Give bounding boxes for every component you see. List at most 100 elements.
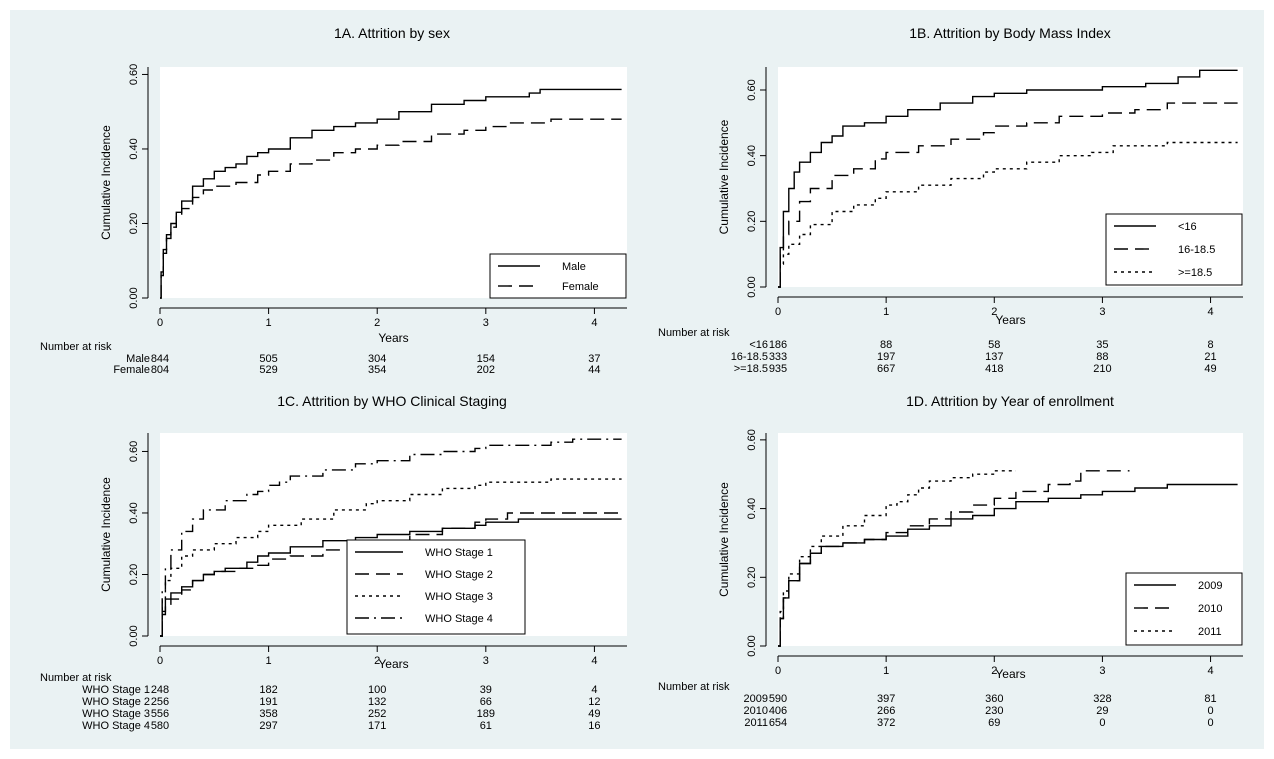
- chart-title: 1B. Attrition by Body Mass Index: [909, 25, 1111, 41]
- risk-count: 12: [588, 696, 600, 708]
- risk-count: 328: [1093, 693, 1111, 705]
- x-tick-label: 4: [1207, 665, 1213, 677]
- risk-count: 0: [1099, 717, 1105, 729]
- risk-count: 171: [368, 720, 386, 732]
- y-tick-label: 0.40: [128, 502, 140, 523]
- risk-count: 189: [477, 708, 495, 720]
- legend-label: WHO Stage 1: [425, 547, 493, 559]
- chart-title: 1D. Attrition by Year of enrollment: [906, 393, 1114, 409]
- risk-count: 667: [877, 363, 895, 375]
- legend-label: Male: [562, 261, 586, 273]
- legend: Male Female: [489, 253, 627, 299]
- risk-table-header: Number at risk: [40, 672, 112, 684]
- risk-count: 358: [259, 708, 277, 720]
- y-tick-label: 0.40: [746, 498, 758, 519]
- x-axis-label: Years: [995, 667, 1025, 681]
- series-line-who-stage-2: [160, 512, 622, 637]
- x-tick-label: 4: [591, 655, 597, 667]
- legend-box: [489, 253, 627, 299]
- risk-count: 256: [151, 696, 169, 708]
- risk-row-label: WHO Stage 2: [82, 696, 150, 708]
- risk-count: 556: [151, 708, 169, 720]
- risk-row-label: WHO Stage 1: [82, 684, 150, 696]
- risk-count: 844: [151, 353, 169, 365]
- risk-count: 360: [985, 693, 1003, 705]
- risk-count: 230: [985, 705, 1003, 717]
- series-line-16-18-5: [778, 102, 1238, 288]
- risk-row-label: WHO Stage 4: [82, 720, 150, 732]
- risk-count: 182: [259, 684, 277, 696]
- chart-title: 1C. Attrition by WHO Clinical Staging: [277, 393, 507, 409]
- risk-count: 81: [1204, 693, 1216, 705]
- risk-row-label: 2009: [744, 693, 768, 705]
- series-line--16: [778, 69, 1238, 288]
- risk-count: 35: [1096, 339, 1108, 351]
- risk-count: 654: [769, 717, 787, 729]
- risk-count: 372: [877, 717, 895, 729]
- risk-count: 39: [480, 684, 492, 696]
- legend: WHO Stage 1 WHO Stage 2 WHO Stage 3 WHO Sta…: [346, 539, 526, 635]
- risk-count: 248: [151, 684, 169, 696]
- risk-count: 21: [1204, 351, 1216, 363]
- risk-count: 935: [769, 363, 787, 375]
- x-axis-label: Years: [378, 657, 408, 671]
- risk-count: 333: [769, 351, 787, 363]
- y-tick-label: 0.00: [128, 625, 140, 646]
- risk-row-label: >=18.5: [734, 363, 768, 375]
- risk-count: 8: [1207, 339, 1213, 351]
- risk-count: 252: [368, 708, 386, 720]
- legend-label: Female: [562, 281, 599, 293]
- risk-count: 16: [588, 720, 600, 732]
- x-tick-label: 1: [266, 317, 272, 329]
- risk-count: 88: [880, 339, 892, 351]
- risk-row-label: 2010: [744, 705, 768, 717]
- y-tick-label: 0.20: [746, 211, 758, 232]
- x-tick-label: 4: [1207, 306, 1213, 318]
- y-tick-label: 0.40: [746, 145, 758, 166]
- chart-title: 1A. Attrition by sex: [334, 25, 450, 41]
- x-tick-label: 2: [991, 665, 997, 677]
- risk-count: 304: [368, 353, 386, 365]
- risk-count: 132: [368, 696, 386, 708]
- risk-count: 44: [588, 364, 600, 376]
- risk-count: 197: [877, 351, 895, 363]
- series-line-who-stage-3: [160, 478, 622, 637]
- x-tick-label: 1: [266, 655, 272, 667]
- series-line-who-stage-1: [160, 518, 622, 637]
- series-line--18-5: [778, 141, 1238, 288]
- risk-table-header: Number at risk: [40, 341, 112, 353]
- series-line-female: [160, 118, 622, 299]
- x-axis-label: Years: [995, 313, 1025, 327]
- chart-panel-3: 1C. Attrition by WHO Clinical Staging 0.0…: [40, 393, 627, 732]
- risk-count: 529: [259, 364, 277, 376]
- risk-count: 0: [1207, 705, 1213, 717]
- risk-count: 4: [591, 684, 597, 696]
- y-tick-label: 0.60: [746, 79, 758, 100]
- y-tick-label: 0.20: [746, 567, 758, 588]
- y-tick-label: 0.60: [128, 64, 140, 85]
- chart-panel-4: 1D. Attrition by Year of enrollment 0.00 0…: [658, 393, 1243, 729]
- x-tick-label: 0: [775, 665, 781, 677]
- risk-table-header: Number at risk: [658, 327, 730, 339]
- risk-count: 210: [1093, 363, 1111, 375]
- risk-row-label: <16: [749, 339, 768, 351]
- y-tick-label: 0.00: [746, 635, 758, 656]
- x-tick-label: 3: [483, 317, 489, 329]
- legend: 2009 2010 2011: [1125, 572, 1243, 646]
- y-tick-label: 0.20: [128, 213, 140, 234]
- y-tick-label: 0.00: [746, 276, 758, 297]
- chart-panel-2: 1B. Attrition by Body Mass Index 0.00 0.20…: [658, 25, 1243, 375]
- risk-count: 37: [588, 353, 600, 365]
- risk-count: 202: [477, 364, 495, 376]
- x-tick-label: 0: [157, 317, 163, 329]
- legend-label: WHO Stage 2: [425, 569, 493, 581]
- x-axis-label: Years: [378, 331, 408, 345]
- risk-table-header: Number at risk: [658, 681, 730, 693]
- risk-count: 69: [988, 717, 1000, 729]
- x-tick-label: 0: [775, 306, 781, 318]
- figure-background: 1A. Attrition by sex 0.00 0.20 0.40 0.60 Cumu…: [10, 10, 1264, 749]
- risk-count: 266: [877, 705, 895, 717]
- legend-label: WHO Stage 4: [425, 613, 493, 625]
- series-line-2010: [778, 470, 1130, 647]
- risk-count: 137: [985, 351, 1003, 363]
